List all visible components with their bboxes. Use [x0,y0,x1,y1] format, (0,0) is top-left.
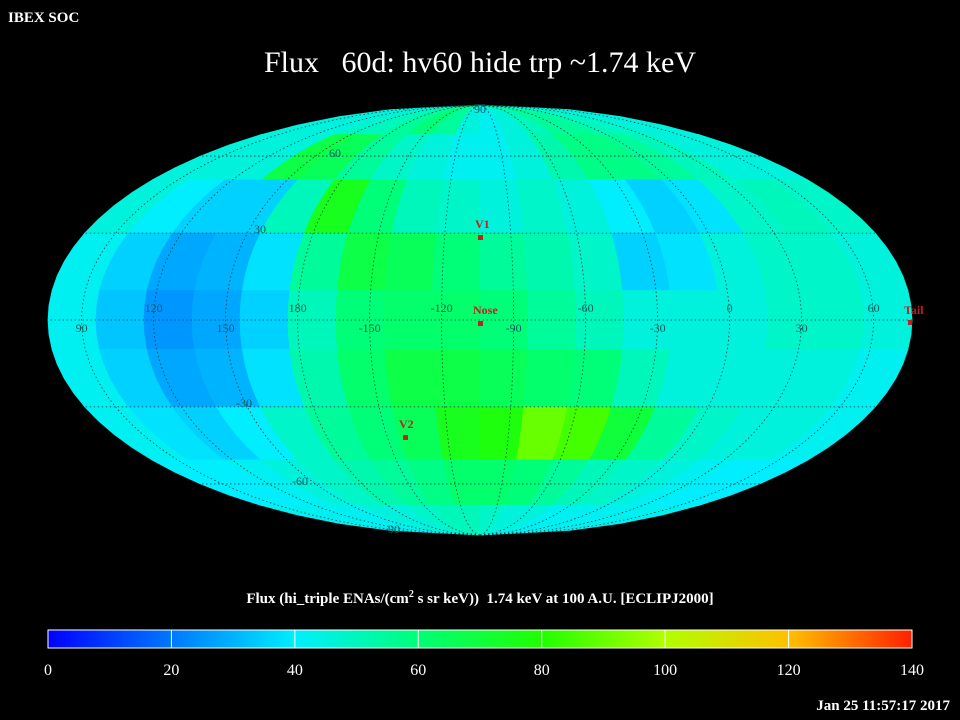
flux-cell [432,232,481,292]
longitude-label: 120 [145,301,163,315]
longitude-label: 60 [868,301,880,315]
longitude-label: -120 [431,301,453,315]
meridian [225,104,481,536]
marker-dot [908,320,912,325]
latitude-label: -30 [236,396,252,410]
flux-cell [479,232,528,292]
longitude-label: 180 [289,301,307,315]
colorbar-tick-label: 0 [44,662,52,679]
meridian [479,104,586,536]
meridian [479,104,731,536]
marker-label: Nose [473,303,498,317]
colorbar [47,629,913,649]
colorbar-title-part: s sr keV)) 1.74 keV at 100 A.U. [ECLIPJ2… [414,591,714,607]
longitude-label: -30 [650,321,666,335]
flux-cell [859,290,913,350]
marker-label: V2 [399,417,414,431]
flux-cell [336,348,393,408]
flux-cell [435,406,481,461]
latitude-label: -60 [292,474,308,488]
longitude-label: 90 [76,321,88,335]
markers: V1 Nose V2 Tail [399,217,924,440]
flux-cell [479,406,525,461]
longitude-label: 150 [217,321,235,335]
flux-cell [812,290,865,350]
graticule [48,104,912,536]
colorbar-tick-label: 140 [900,662,924,679]
colorbar-tick-label: 40 [287,662,303,679]
marker-dot [478,321,483,326]
colorbar-title-sup: 2 [409,589,414,600]
marker-label: Tail [904,303,924,317]
flux-cell [479,504,700,536]
flux-cell [435,179,481,234]
meridian [479,104,875,536]
meridian [369,104,481,536]
latitude-label: 90 [474,102,486,116]
colorbar-tick-label: 80 [534,662,550,679]
marker-label: V1 [475,217,490,231]
latitude-label: 60 [329,146,341,160]
marker-dot [478,235,483,240]
flux-cell [384,232,437,292]
flux-cell [384,348,437,408]
colorbar-ticks: 0 20 40 60 80 100 120 140 [44,630,924,679]
longitude-label: -150 [359,321,381,335]
colorbar-title-part: Flux (hi_triple ENAs/(cm [246,591,409,607]
longitude-label: -90 [506,321,522,335]
colorbar-tick-label: 100 [653,662,677,679]
flux-cell [479,348,528,408]
longitude-label: 0 [727,301,733,315]
header-label: IBEX SOC [8,10,79,26]
latitude-label: -90 [384,522,400,536]
marker-dot [403,435,408,440]
meridian [297,104,481,536]
colorbar-tick-label: 60 [410,662,426,679]
flux-cell [523,232,576,292]
flux-cell [523,348,576,408]
colorbar-title: Flux (hi_triple ENAs/(cm2 s sr keV)) 1.7… [246,589,713,607]
sky-map [47,104,913,536]
chart-title: Flux 60d: hv60 hide trp ~1.74 keV [264,46,696,79]
timestamp: Jan 25 11:57:17 2017 [816,698,950,714]
grid-labels: 60 30 0 -30 -60 -90 -120 -150 180 150 120 90 90 60 30 -… [76,102,880,536]
colorbar-tick-label: 20 [163,662,179,679]
flux-cell [432,348,481,408]
longitude-label: -60 [578,301,594,315]
colorbar-tick-label: 120 [777,662,801,679]
latitude-label: 30 [254,222,266,236]
longitude-label: 30 [796,321,808,335]
flux-cell [336,232,393,292]
meridian [479,104,803,536]
